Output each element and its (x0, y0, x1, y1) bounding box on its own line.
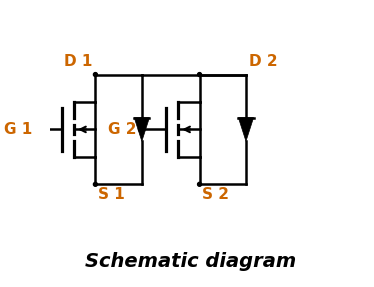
Circle shape (94, 182, 97, 186)
Text: G 1: G 1 (4, 122, 32, 137)
Text: S 1: S 1 (98, 187, 125, 202)
Text: S 2: S 2 (202, 187, 229, 202)
Circle shape (197, 73, 202, 77)
Circle shape (138, 127, 142, 131)
Polygon shape (238, 118, 254, 141)
Circle shape (197, 182, 202, 186)
Text: G 2: G 2 (108, 122, 136, 137)
Circle shape (34, 127, 38, 131)
Text: D 2: D 2 (249, 54, 278, 69)
Circle shape (94, 73, 97, 77)
Text: D 1: D 1 (64, 54, 93, 69)
Text: Schematic diagram: Schematic diagram (86, 252, 297, 271)
Polygon shape (134, 118, 150, 141)
